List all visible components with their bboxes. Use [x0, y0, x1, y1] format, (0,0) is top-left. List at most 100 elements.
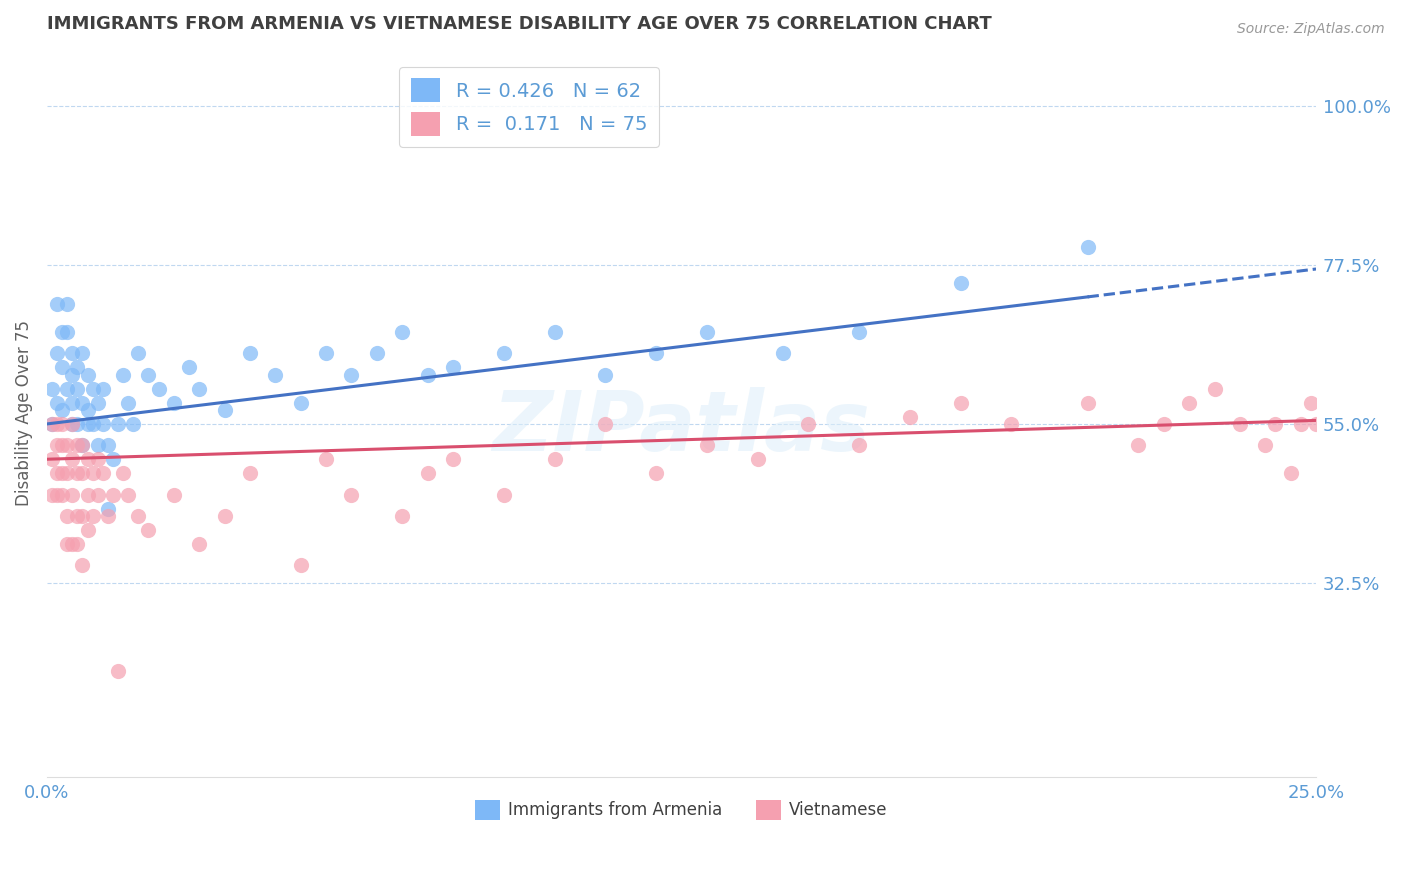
Point: [949, 276, 972, 290]
Point: [366, 346, 388, 360]
Point: [543, 452, 565, 467]
Point: [51, 438, 73, 452]
Point: [898, 409, 921, 424]
Point: [66, 417, 89, 431]
Text: IMMIGRANTS FROM ARMENIA VS VIETNAMESE DISABILITY AGE OVER 75 CORRELATION CHART: IMMIGRANTS FROM ARMENIA VS VIETNAMESE DI…: [46, 15, 991, 33]
Point: [86, 487, 108, 501]
Point: [107, 417, 129, 431]
Point: [1178, 396, 1201, 410]
Point: [56, 467, 79, 481]
Point: [188, 382, 211, 396]
Point: [60, 417, 83, 431]
Point: [41, 417, 63, 431]
Point: [772, 346, 794, 360]
Point: [60, 417, 83, 431]
Point: [416, 368, 439, 382]
Point: [60, 368, 83, 382]
Point: [86, 396, 108, 410]
Point: [391, 325, 413, 339]
Point: [60, 487, 83, 501]
Point: [1153, 417, 1175, 431]
Point: [76, 523, 98, 537]
Point: [138, 523, 160, 537]
Point: [797, 417, 820, 431]
Point: [76, 487, 98, 501]
Point: [97, 501, 120, 516]
Point: [66, 382, 89, 396]
Point: [56, 508, 79, 523]
Point: [72, 346, 94, 360]
Point: [290, 396, 312, 410]
Point: [72, 396, 94, 410]
Point: [72, 438, 94, 452]
Point: [595, 417, 617, 431]
Legend: Immigrants from Armenia, Vietnamese: Immigrants from Armenia, Vietnamese: [468, 793, 894, 827]
Point: [101, 487, 124, 501]
Point: [138, 368, 160, 382]
Point: [188, 537, 211, 551]
Point: [696, 325, 718, 339]
Point: [848, 325, 870, 339]
Text: Source: ZipAtlas.com: Source: ZipAtlas.com: [1237, 22, 1385, 37]
Point: [41, 382, 63, 396]
Point: [492, 487, 515, 501]
Point: [72, 508, 94, 523]
Point: [645, 467, 668, 481]
Point: [97, 508, 120, 523]
Point: [56, 382, 79, 396]
Point: [214, 508, 236, 523]
Point: [60, 396, 83, 410]
Point: [41, 452, 63, 467]
Point: [1299, 396, 1322, 410]
Point: [76, 452, 98, 467]
Point: [82, 467, 104, 481]
Point: [264, 368, 287, 382]
Point: [1229, 417, 1251, 431]
Point: [82, 417, 104, 431]
Point: [72, 438, 94, 452]
Point: [76, 402, 98, 417]
Point: [56, 325, 79, 339]
Point: [56, 537, 79, 551]
Point: [97, 438, 120, 452]
Point: [66, 508, 89, 523]
Point: [86, 452, 108, 467]
Point: [1254, 438, 1277, 452]
Point: [1000, 417, 1022, 431]
Point: [696, 438, 718, 452]
Point: [492, 346, 515, 360]
Point: [117, 396, 139, 410]
Point: [391, 508, 413, 523]
Point: [112, 368, 135, 382]
Point: [441, 452, 464, 467]
Point: [163, 396, 186, 410]
Point: [1289, 417, 1312, 431]
Point: [76, 417, 98, 431]
Point: [949, 396, 972, 410]
Point: [127, 508, 149, 523]
Point: [60, 346, 83, 360]
Point: [315, 452, 337, 467]
Point: [1077, 396, 1099, 410]
Point: [645, 346, 668, 360]
Point: [543, 325, 565, 339]
Point: [1128, 438, 1150, 452]
Point: [46, 438, 69, 452]
Point: [214, 402, 236, 417]
Point: [1077, 240, 1099, 254]
Point: [122, 417, 145, 431]
Point: [1305, 417, 1327, 431]
Point: [56, 438, 79, 452]
Point: [1204, 382, 1226, 396]
Point: [163, 487, 186, 501]
Point: [51, 487, 73, 501]
Point: [107, 664, 129, 678]
Point: [46, 346, 69, 360]
Point: [86, 438, 108, 452]
Point: [1279, 467, 1302, 481]
Point: [91, 382, 114, 396]
Point: [46, 467, 69, 481]
Point: [46, 297, 69, 311]
Point: [112, 467, 135, 481]
Point: [66, 467, 89, 481]
